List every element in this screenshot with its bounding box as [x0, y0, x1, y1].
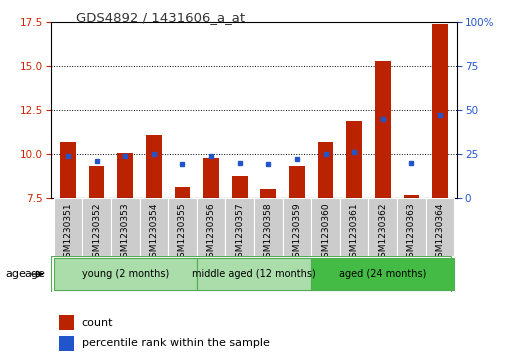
Text: GSM1230356: GSM1230356: [207, 203, 215, 263]
Text: GSM1230352: GSM1230352: [92, 203, 101, 263]
Bar: [403, 195, 419, 198]
FancyBboxPatch shape: [311, 258, 454, 290]
Bar: [232, 176, 247, 198]
FancyBboxPatch shape: [340, 198, 368, 256]
Text: GSM1230361: GSM1230361: [350, 203, 359, 263]
Bar: [346, 121, 362, 198]
FancyBboxPatch shape: [140, 198, 168, 256]
Bar: [146, 135, 162, 198]
FancyBboxPatch shape: [226, 198, 254, 256]
FancyBboxPatch shape: [54, 198, 82, 256]
FancyBboxPatch shape: [368, 198, 397, 256]
Bar: [59, 315, 74, 330]
Bar: [318, 142, 333, 198]
Bar: [261, 189, 276, 198]
Text: percentile rank within the sample: percentile rank within the sample: [82, 338, 270, 348]
Bar: [175, 187, 190, 198]
FancyBboxPatch shape: [282, 198, 311, 256]
Text: GSM1230364: GSM1230364: [435, 203, 444, 263]
FancyBboxPatch shape: [254, 198, 282, 256]
Text: aged (24 months): aged (24 months): [339, 269, 427, 279]
Bar: [89, 166, 105, 198]
Text: GSM1230363: GSM1230363: [407, 203, 416, 263]
Text: young (2 months): young (2 months): [82, 269, 169, 279]
Bar: [60, 142, 76, 198]
Text: GSM1230353: GSM1230353: [121, 203, 130, 263]
FancyBboxPatch shape: [111, 198, 140, 256]
FancyBboxPatch shape: [397, 198, 426, 256]
FancyBboxPatch shape: [426, 198, 454, 256]
Bar: [203, 158, 219, 198]
Text: GSM1230359: GSM1230359: [293, 203, 301, 263]
FancyBboxPatch shape: [82, 198, 111, 256]
FancyBboxPatch shape: [54, 258, 197, 290]
Text: GSM1230358: GSM1230358: [264, 203, 273, 263]
Text: GSM1230362: GSM1230362: [378, 203, 387, 263]
Text: GSM1230355: GSM1230355: [178, 203, 187, 263]
FancyBboxPatch shape: [168, 198, 197, 256]
Text: age: age: [5, 269, 26, 279]
FancyBboxPatch shape: [51, 256, 452, 292]
Bar: [432, 24, 448, 198]
Text: middle aged (12 months): middle aged (12 months): [192, 269, 316, 279]
Text: GDS4892 / 1431606_a_at: GDS4892 / 1431606_a_at: [76, 11, 245, 24]
Text: GSM1230360: GSM1230360: [321, 203, 330, 263]
Text: GSM1230357: GSM1230357: [235, 203, 244, 263]
FancyBboxPatch shape: [311, 198, 340, 256]
Text: age: age: [25, 269, 46, 279]
FancyBboxPatch shape: [197, 258, 311, 290]
Bar: [289, 166, 305, 198]
Bar: [59, 336, 74, 351]
FancyBboxPatch shape: [197, 198, 226, 256]
Text: GSM1230354: GSM1230354: [149, 203, 158, 263]
Text: count: count: [82, 318, 113, 328]
Bar: [375, 61, 391, 198]
Bar: [117, 153, 133, 198]
Text: GSM1230351: GSM1230351: [64, 203, 73, 263]
